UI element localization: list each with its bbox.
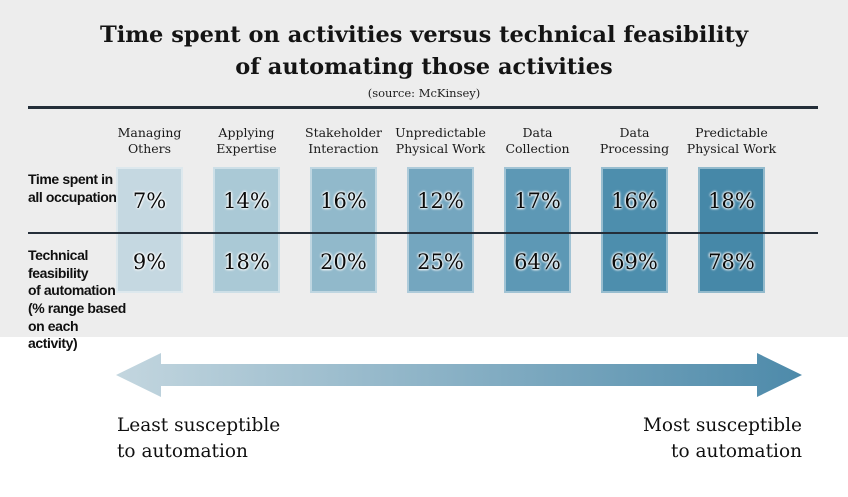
top-divider-line <box>28 106 818 109</box>
time-spent-value: 17% <box>514 189 561 213</box>
time-spent-cell: 17% <box>506 169 569 233</box>
column-band: 14% 18% <box>213 167 280 293</box>
feasibility-value: 25% <box>417 250 464 274</box>
time-spent-value: 18% <box>708 189 755 213</box>
time-spent-cell: 14% <box>215 169 278 233</box>
chart-source: (source: McKinsey) <box>367 86 481 100</box>
time-spent-cell: 16% <box>603 169 666 233</box>
susceptibility-gradient-arrow <box>116 353 802 397</box>
column-band: 18% 78% <box>698 167 765 293</box>
feasibility-cell: 78% <box>700 233 763 291</box>
time-spent-cell: 12% <box>409 169 472 233</box>
column-header: Managing Others <box>117 125 182 157</box>
column-header: Stakeholder Interaction <box>305 125 382 157</box>
feasibility-value: 78% <box>708 250 755 274</box>
feasibility-value: 18% <box>223 250 270 274</box>
time-spent-value: 14% <box>223 189 270 213</box>
row-label-feasibility: Technical feasibility of automation (% r… <box>28 247 126 352</box>
column-band: 7% 9% <box>116 167 183 293</box>
activity-column: Predictable Physical Work 18% 78% <box>683 122 780 293</box>
time-spent-cell: 7% <box>118 169 181 233</box>
feasibility-cell: 18% <box>215 233 278 291</box>
column-header: Predictable Physical Work <box>686 125 777 157</box>
activity-column: Applying Expertise 14% 18% <box>198 122 295 293</box>
feasibility-cell: 69% <box>603 233 666 291</box>
feasibility-value: 20% <box>320 250 367 274</box>
activity-column: Stakeholder Interaction 16% 20% <box>295 122 392 293</box>
feasibility-value: 64% <box>514 250 561 274</box>
feasibility-cell: 25% <box>409 233 472 291</box>
activity-column: Data Collection 17% 64% <box>489 122 586 293</box>
feasibility-value: 69% <box>611 250 658 274</box>
row-divider-line <box>28 232 818 234</box>
time-spent-value: 16% <box>320 189 367 213</box>
time-spent-cell: 16% <box>312 169 375 233</box>
legend-most-susceptible: Most susceptible to automation <box>642 415 802 462</box>
column-band: 12% 25% <box>407 167 474 293</box>
feasibility-cell: 20% <box>312 233 375 291</box>
columns: Managing Others 7% 9% Applying Expertise… <box>101 122 780 293</box>
legend-least-susceptible: Least susceptible to automation <box>117 415 281 462</box>
activity-column: Managing Others 7% 9% <box>101 122 198 293</box>
double-arrow-shape <box>116 353 802 397</box>
column-band: 16% 69% <box>601 167 668 293</box>
time-spent-value: 12% <box>417 189 464 213</box>
time-spent-cell: 18% <box>700 169 763 233</box>
activity-column: Unpredictable Physical Work 12% 25% <box>392 122 489 293</box>
feasibility-value: 9% <box>132 250 167 274</box>
column-band: 17% 64% <box>504 167 571 293</box>
column-header: Unpredictable Physical Work <box>395 125 486 157</box>
chart-title: Time spent on activities versus technica… <box>99 22 749 80</box>
feasibility-cell: 9% <box>118 233 181 291</box>
column-header: Data Processing <box>599 125 670 157</box>
activity-column: Data Processing 16% 69% <box>586 122 683 293</box>
feasibility-cell: 64% <box>506 233 569 291</box>
column-header: Data Collection <box>505 125 570 157</box>
column-band: 16% 20% <box>310 167 377 293</box>
row-label-time-spent: Time spent in all occupations <box>28 171 124 205</box>
column-header: Applying Expertise <box>216 125 277 157</box>
time-spent-value: 7% <box>132 189 167 213</box>
time-spent-value: 16% <box>611 189 658 213</box>
